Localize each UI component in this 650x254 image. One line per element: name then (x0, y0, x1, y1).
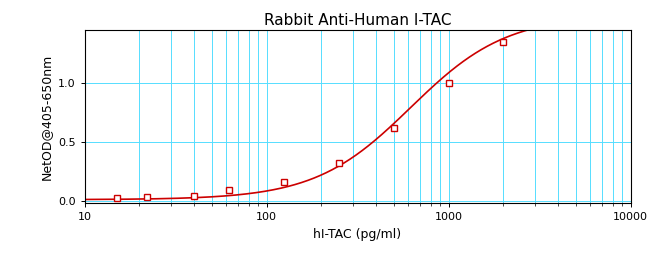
X-axis label: hI-TAC (pg/ml): hI-TAC (pg/ml) (313, 228, 402, 241)
Title: Rabbit Anti-Human I-TAC: Rabbit Anti-Human I-TAC (264, 13, 451, 28)
Y-axis label: NetOD@405-650nm: NetOD@405-650nm (39, 54, 52, 180)
